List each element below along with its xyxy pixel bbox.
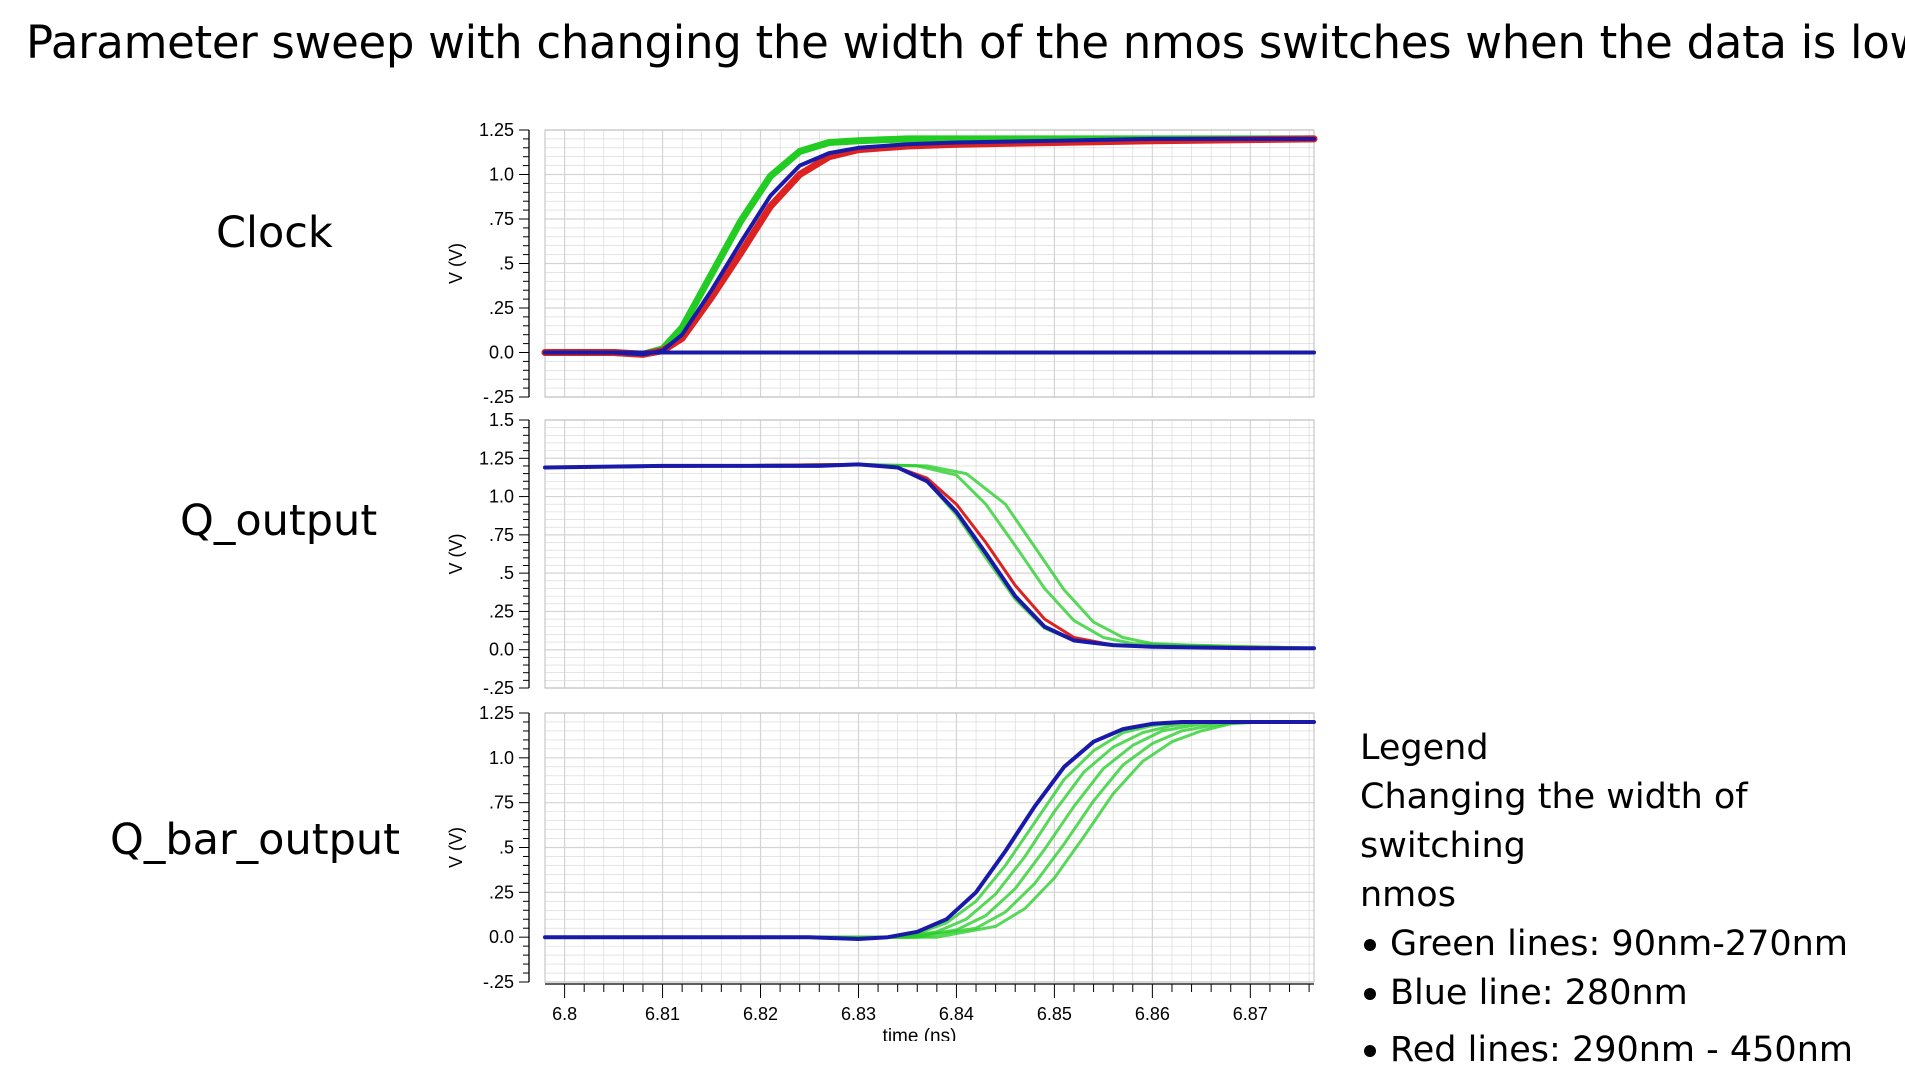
y-tick-label: .25 xyxy=(489,601,514,621)
waveform-plots: 1.25 1.0 .75 .5 .25 0.0 -.25 V (V) 1.5 1.25 1.0 .75… xyxy=(446,120,1318,1041)
x-tick-label: 6.8 xyxy=(552,1004,577,1024)
x-axis-label: time (ns) xyxy=(883,1026,957,1041)
legend-item-label: Red lines: 290nm - 450nm xyxy=(1390,1030,1853,1070)
y-tick-label: 1.25 xyxy=(479,448,514,468)
series-line-green xyxy=(543,462,1316,650)
legend-description-line1: Changing the width of switching xyxy=(1360,777,1748,866)
y-tick-label: .25 xyxy=(489,298,514,318)
slide-title: Parameter sweep with changing the width … xyxy=(26,16,1905,69)
panel-label-clock: Clock xyxy=(216,208,333,258)
x-tick-label: 6.84 xyxy=(939,1004,974,1024)
x-tick-label: 6.81 xyxy=(645,1004,680,1024)
y-tick-label: 0.0 xyxy=(489,343,514,363)
y-tick-label: 1.25 xyxy=(479,120,514,140)
series-line-red xyxy=(543,462,1316,650)
y-tick-label: .5 xyxy=(499,254,514,274)
panel-label-q-output: Q_output xyxy=(180,496,378,546)
bullet-icon xyxy=(1364,1044,1376,1057)
series-line-blue xyxy=(543,720,1316,941)
legend-item-red: Red lines: 290nm - 450nm xyxy=(1360,1026,1905,1075)
y-axis-label: V (V) xyxy=(446,243,466,284)
plot-frame xyxy=(544,712,1315,983)
series-line-red xyxy=(541,135,1318,358)
legend-item-blue: Blue line: 280nm xyxy=(1360,969,1905,1018)
legend: Legend Changing the width of switching n… xyxy=(1360,724,1905,1075)
panel-label-q-bar-output: Q_bar_output xyxy=(110,815,400,865)
legend-item-label: Green lines: 90nm-270nm xyxy=(1390,924,1848,964)
x-tick-label: 6.83 xyxy=(841,1004,876,1024)
bullet-icon xyxy=(1364,987,1376,1000)
y-tick-label: .75 xyxy=(489,209,514,229)
y-tick-label: .75 xyxy=(489,793,514,813)
x-tick-label: 6.82 xyxy=(743,1004,778,1024)
y-axis-label: V (V) xyxy=(446,533,466,574)
series-line-green xyxy=(543,462,1316,650)
legend-item-label: Blue line: 280nm xyxy=(1390,973,1688,1013)
legend-description-line2: nmos xyxy=(1360,875,1456,915)
plot-frame xyxy=(544,419,1315,689)
series-line-blue xyxy=(543,462,1316,651)
x-tick-label: 6.85 xyxy=(1037,1004,1072,1024)
y-tick-label: .5 xyxy=(499,838,514,858)
y-tick-label: -.25 xyxy=(483,972,514,992)
y-tick-label: 1.25 xyxy=(479,703,514,723)
y-tick-label: .5 xyxy=(499,563,514,583)
y-tick-label: 1.0 xyxy=(489,165,514,185)
x-tick-label: 6.86 xyxy=(1135,1004,1170,1024)
y-tick-label: 0.0 xyxy=(489,640,514,660)
bullet-icon xyxy=(1364,938,1376,951)
series-line-blue xyxy=(543,136,1316,357)
series-line-green xyxy=(543,462,1316,650)
legend-item-green: Green lines: 90nm-270nm xyxy=(1360,920,1905,969)
y-tick-label: .75 xyxy=(489,525,514,545)
y-tick-label: 1.5 xyxy=(489,410,514,430)
plot-frame xyxy=(544,129,1315,398)
y-tick-label: -.25 xyxy=(483,387,514,407)
y-tick-label: 1.0 xyxy=(489,487,514,507)
y-axis-label: V (V) xyxy=(446,827,466,868)
legend-heading: Legend xyxy=(1360,728,1489,768)
y-tick-label: 1.0 xyxy=(489,748,514,768)
series-line-green xyxy=(541,135,1318,358)
x-tick-label: 6.87 xyxy=(1233,1004,1268,1024)
y-tick-label: 0.0 xyxy=(489,927,514,947)
y-tick-label: .25 xyxy=(489,882,514,902)
y-tick-label: -.25 xyxy=(483,678,514,698)
